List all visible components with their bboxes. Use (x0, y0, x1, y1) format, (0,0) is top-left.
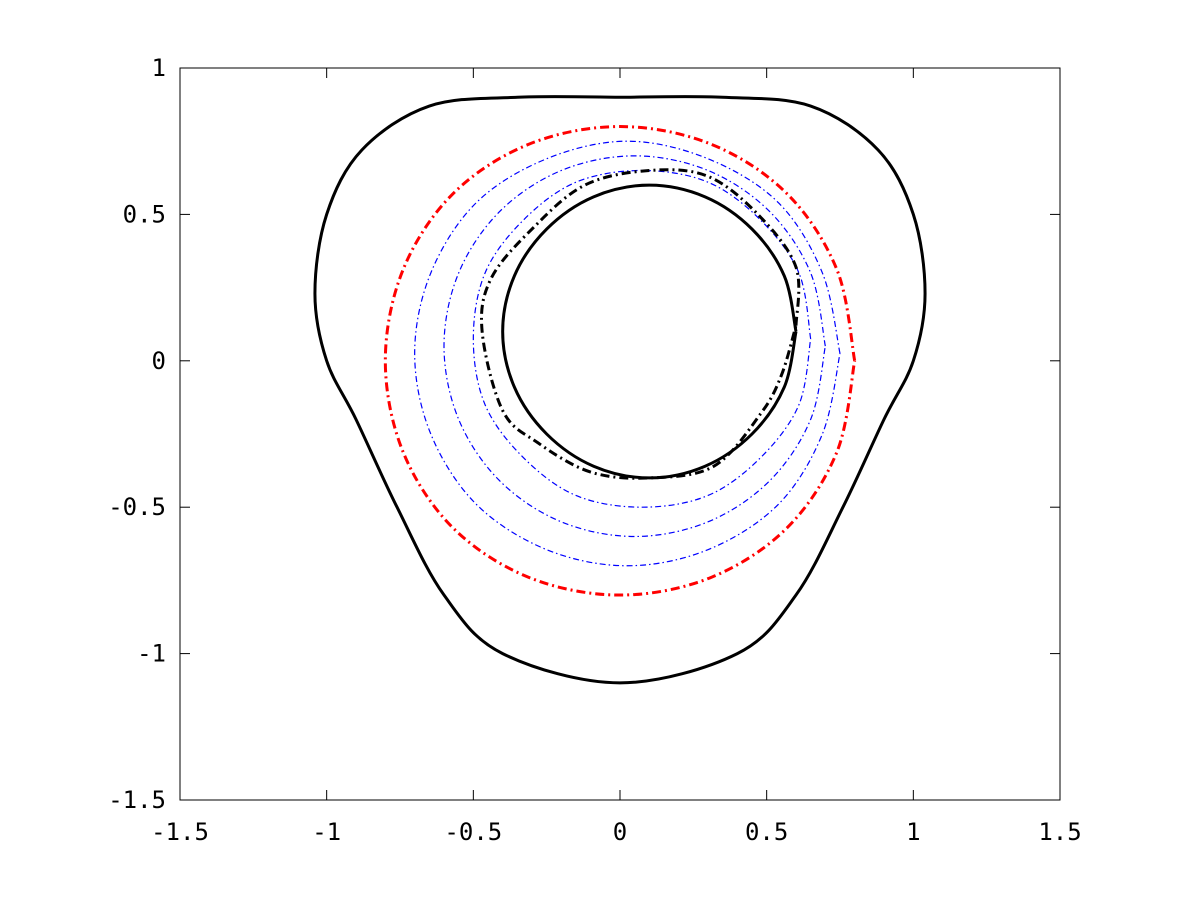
y-tick-label: 1 (152, 54, 166, 82)
x-tick-label: 1 (906, 818, 920, 846)
x-tick-label: -1.5 (151, 818, 209, 846)
x-tick-label: 0 (613, 818, 627, 846)
curve (414, 140, 841, 567)
curve (472, 169, 812, 508)
y-tick-label: 0 (152, 347, 166, 375)
y-tick-label: 0.5 (123, 200, 166, 228)
curve (383, 125, 857, 597)
x-tick-label: -1 (312, 818, 341, 846)
y-tick-label: -1 (137, 640, 166, 668)
plot-area (313, 95, 927, 685)
y-tick-label: -0.5 (108, 493, 166, 521)
x-tick-label: 1.5 (1038, 818, 1081, 846)
x-tick-label: -0.5 (444, 818, 502, 846)
curve (313, 95, 927, 685)
y-tick-label: -1.5 (108, 786, 166, 814)
x-tick-label: 0.5 (745, 818, 788, 846)
curve (501, 183, 798, 480)
curve (443, 155, 826, 538)
curve (480, 168, 801, 480)
